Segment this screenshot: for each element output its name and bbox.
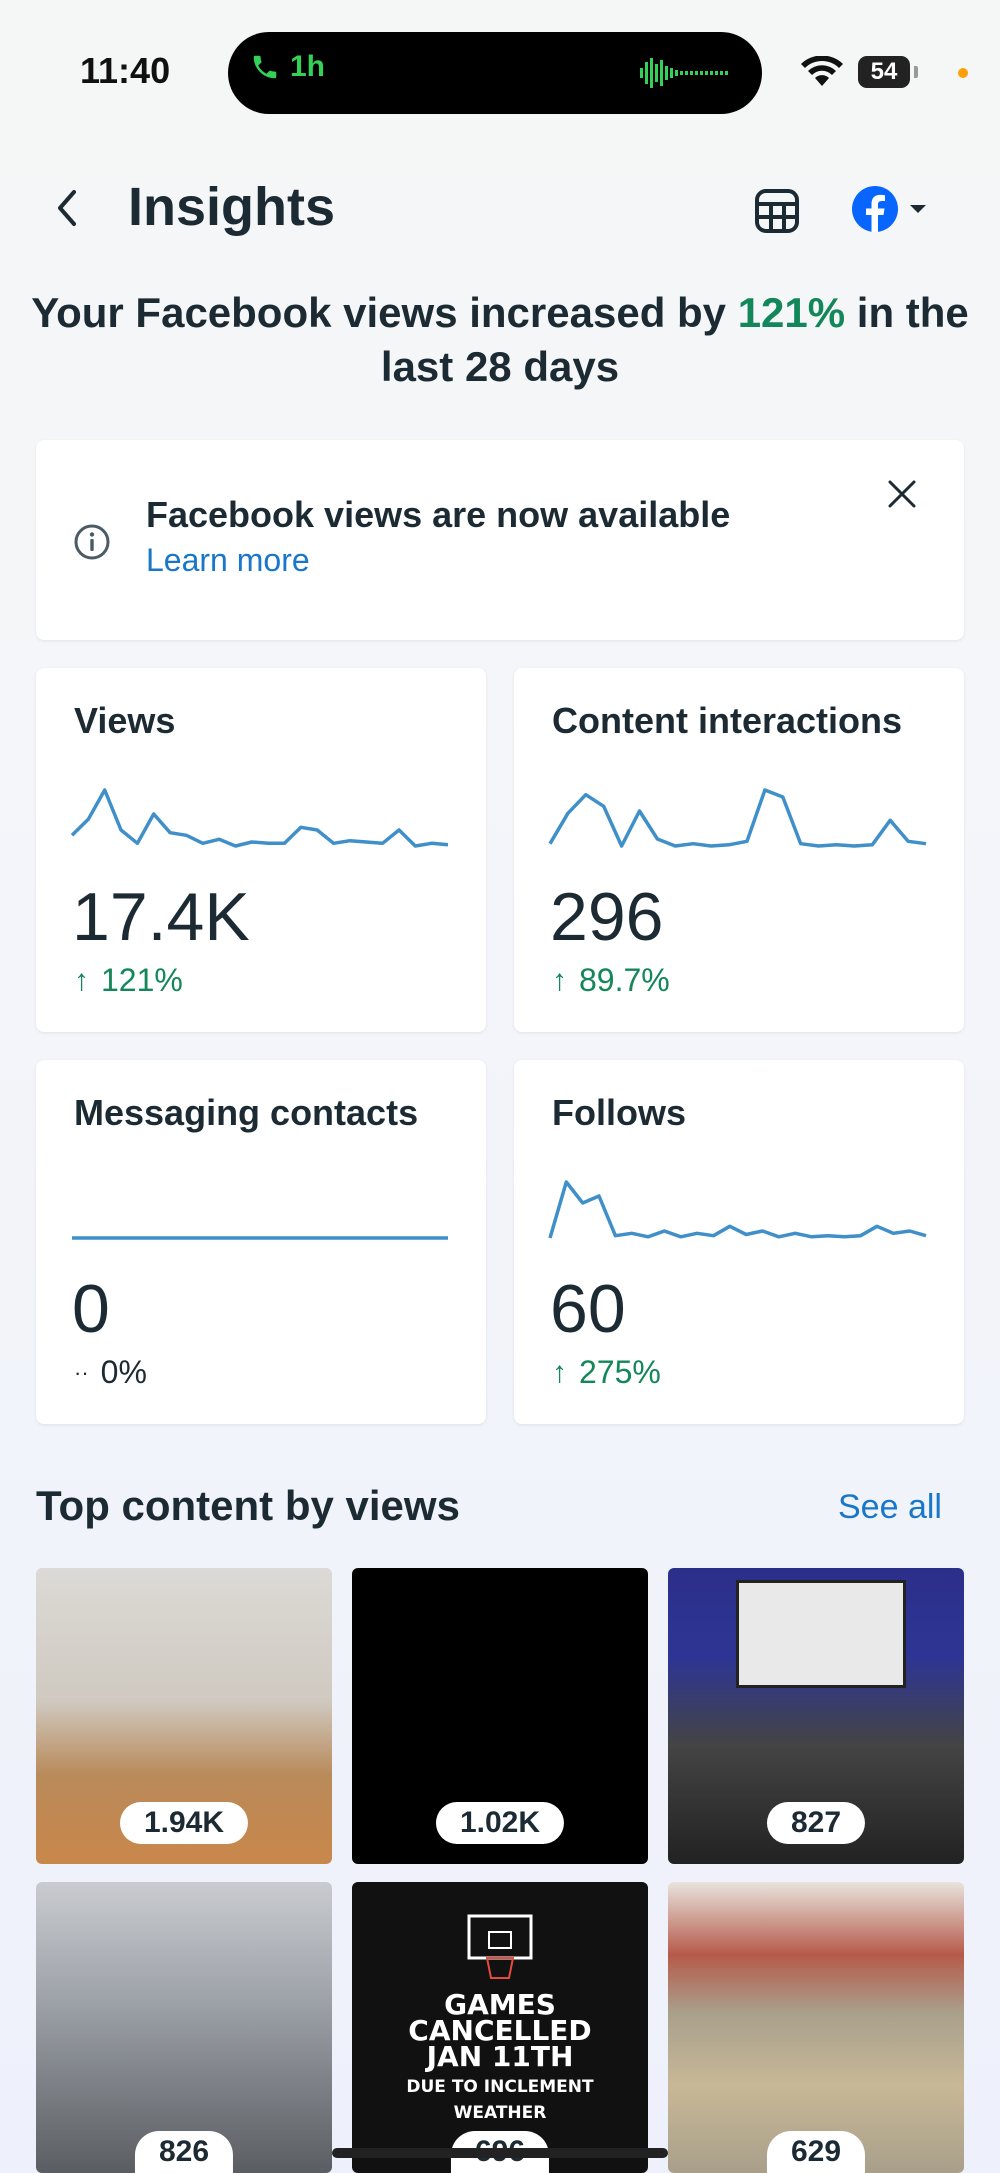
- metric-change-value: 0%: [100, 1354, 147, 1390]
- battery-cap: [914, 66, 918, 78]
- content-thumbnail-6[interactable]: 629: [668, 1882, 964, 2173]
- metric-card-messaging-contacts[interactable]: Messaging contacts 0 ·· 0%: [36, 1060, 486, 1424]
- privacy-indicator-dot: [958, 68, 968, 78]
- home-indicator[interactable]: [332, 2148, 668, 2158]
- metric-change-value: 275%: [579, 1354, 661, 1390]
- ongoing-call-indicator[interactable]: 1h: [250, 50, 325, 84]
- metric-change: ↑ 89.7%: [552, 962, 670, 999]
- info-icon: [74, 524, 110, 560]
- caret-down-icon: [910, 205, 926, 213]
- section-title-top-content: Top content by views: [36, 1482, 460, 1529]
- wifi-icon: [801, 56, 843, 86]
- interactions-sparkline: [548, 788, 927, 848]
- arrow-up-icon: ↑: [74, 963, 89, 997]
- dynamic-island[interactable]: 1h: [228, 32, 762, 114]
- status-bar: 11:40 1h 54: [0, 0, 1000, 140]
- notice-card: Facebook views are now available Learn m…: [36, 440, 964, 640]
- metric-value: 0: [72, 1271, 110, 1347]
- view-count-badge: 827: [766, 1802, 866, 1844]
- sparkline-path: [548, 1180, 927, 1239]
- graphic-headline: GAMES CANCELLED JAN 11TH: [352, 1988, 648, 2073]
- metric-label: Messaging contacts: [74, 1092, 419, 1133]
- dots-icon: ··: [74, 1359, 89, 1385]
- audio-waveform-icon: [640, 58, 728, 88]
- arrow-up-icon: ↑: [552, 963, 567, 997]
- see-all-link[interactable]: See all: [838, 1488, 942, 1526]
- content-thumbnail-2[interactable]: 1.02K: [352, 1568, 648, 1864]
- metric-label: Views: [74, 700, 176, 741]
- metric-value: 17.4K: [72, 879, 250, 955]
- metric-change-value: 121%: [101, 962, 183, 998]
- account-switcher[interactable]: [852, 186, 928, 232]
- content-thumbnail-5[interactable]: GAMES CANCELLED JAN 11TH DUE TO INCLEMEN…: [352, 1882, 648, 2173]
- view-count-badge: 1.94K: [119, 1802, 249, 1844]
- arrow-up-icon: ↑: [552, 1355, 567, 1389]
- battery-indicator: 54: [858, 56, 910, 88]
- back-chevron-icon[interactable]: [48, 186, 88, 230]
- follows-sparkline: [548, 1180, 927, 1239]
- view-count-badge: 1.02K: [435, 1802, 565, 1844]
- graphic-subline: WEATHER: [453, 2103, 547, 2123]
- notice-title: Facebook views are now available: [146, 494, 731, 535]
- graphic-line: JAN 11TH: [426, 2040, 574, 2073]
- metric-value: 296: [550, 879, 664, 955]
- view-count-badge: 629: [766, 2131, 866, 2173]
- content-thumbnail-4[interactable]: 826: [36, 1882, 332, 2173]
- graphic-line: CANCELLED: [408, 2014, 592, 2047]
- headline-suffix: in the last 28 days: [380, 289, 969, 390]
- table-icon[interactable]: [754, 188, 800, 234]
- page-title: Insights: [128, 177, 336, 237]
- sparkline-path: [548, 788, 927, 848]
- metric-card-views[interactable]: Views 17.4K ↑ 121%: [36, 668, 486, 1032]
- metric-change: ↑ 121%: [74, 962, 183, 999]
- learn-more-link[interactable]: Learn more: [146, 542, 310, 578]
- metric-change-value: 89.7%: [579, 962, 670, 998]
- views-sparkline: [70, 788, 449, 848]
- call-duration: 1h: [290, 50, 326, 83]
- metric-change: ↑ 275%: [552, 1354, 661, 1391]
- metric-change: ·· 0%: [74, 1354, 147, 1391]
- metric-value: 60: [550, 1271, 626, 1347]
- metric-label: Follows: [552, 1092, 686, 1133]
- headline-prefix: Your Facebook views increased by: [31, 289, 727, 336]
- basketball-hoop-icon: [467, 1914, 533, 1979]
- phone-icon: [253, 55, 277, 79]
- graphic-subtext: DUE TO INCLEMENT WEATHER: [352, 2074, 648, 2126]
- messaging-sparkline: [72, 1236, 448, 1240]
- metric-label: Content interactions: [552, 700, 903, 741]
- metric-card-content-interactions[interactable]: Content interactions 296 ↑ 89.7%: [514, 668, 964, 1032]
- views-headline: Your Facebook views increased by 121% in…: [30, 286, 970, 394]
- content-thumbnail-3[interactable]: 827: [668, 1568, 964, 1864]
- facebook-icon: [852, 186, 898, 232]
- close-icon[interactable]: [884, 476, 920, 512]
- content-thumbnail-1[interactable]: 1.94K: [36, 1568, 332, 1864]
- status-time: 11:40: [80, 50, 171, 91]
- headline-highlight: 121%: [737, 289, 846, 336]
- metric-card-follows[interactable]: Follows 60 ↑ 275%: [514, 1060, 964, 1424]
- graphic-subline: DUE TO INCLEMENT: [406, 2077, 594, 2097]
- view-count-badge: 826: [134, 2131, 234, 2173]
- projector-screen: [736, 1580, 906, 1688]
- sparkline-path: [70, 788, 449, 848]
- graphic-line: GAMES: [444, 1988, 556, 2021]
